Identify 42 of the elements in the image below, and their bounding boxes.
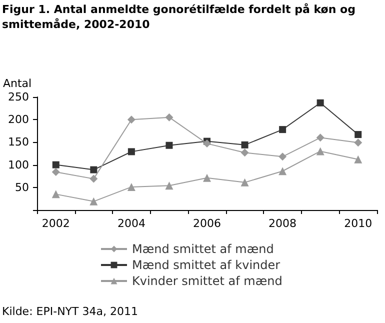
point <box>279 126 286 134</box>
point <box>90 174 98 183</box>
legend-label: Mænd smittet af kvinder <box>132 258 280 272</box>
point <box>52 190 60 198</box>
y-tick-label: 250 <box>8 90 29 104</box>
point <box>128 148 135 156</box>
point <box>278 167 287 176</box>
point <box>52 161 60 168</box>
point <box>165 182 174 190</box>
x-tick-label: 2008 <box>268 217 297 230</box>
text: Kilde: EPI-NYT 34a, 2011 <box>2 305 138 318</box>
point <box>165 113 174 122</box>
point <box>316 147 324 156</box>
y-tick-label: 150 <box>8 136 29 149</box>
legend-label: Kvinder smittet af mænd <box>132 274 282 288</box>
point <box>52 168 60 176</box>
point <box>354 155 362 164</box>
y-tick-label: 50 <box>15 180 29 194</box>
point <box>166 142 173 149</box>
point <box>127 182 136 191</box>
x-tick-label: 2006 <box>193 217 221 230</box>
point <box>354 138 362 147</box>
y-tick-label: 200 <box>8 113 29 126</box>
point <box>127 116 136 124</box>
x-tick-label: 2010 <box>344 217 372 230</box>
point <box>241 141 248 148</box>
y-tick-label: 100 <box>8 158 29 172</box>
point <box>316 99 324 106</box>
point <box>354 131 362 138</box>
point <box>240 178 249 186</box>
y-axis-title: Antal <box>3 77 32 90</box>
point <box>203 140 211 148</box>
point <box>90 197 98 206</box>
x-tick-label: 2002 <box>42 217 70 230</box>
point <box>278 152 287 161</box>
point <box>90 166 98 174</box>
chart-title: Figur 1. Antal anmeldte gonorétilfælde fordelt på køn og smittemåde, 2002-2010 <box>2 2 356 32</box>
point <box>240 148 249 157</box>
legend-label: Mænd smittet af mænd <box>132 242 274 256</box>
point <box>203 174 211 182</box>
x-tick-label: 2004 <box>117 217 146 230</box>
point <box>316 134 324 142</box>
